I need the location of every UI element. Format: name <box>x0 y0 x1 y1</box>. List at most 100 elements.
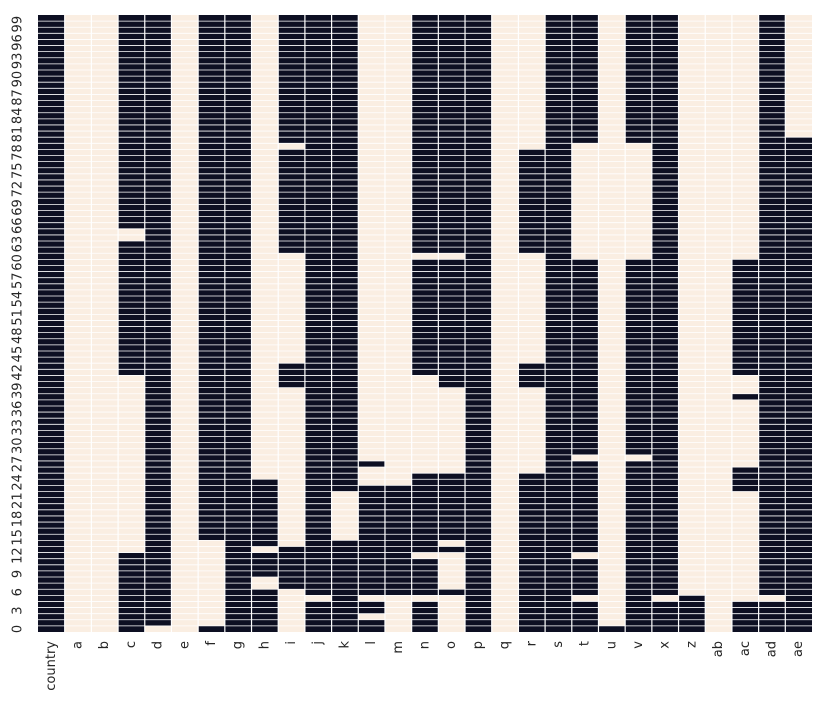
heatmap-cell <box>731 283 759 290</box>
heatmap-cell <box>224 27 252 34</box>
heatmap-cell <box>331 143 359 150</box>
x-tick-label: b <box>97 641 112 649</box>
heatmap-cell <box>304 589 332 596</box>
heatmap-cell <box>465 601 492 608</box>
heatmap-cell <box>651 570 679 578</box>
heatmap-cell <box>465 473 492 480</box>
heatmap-cell <box>251 479 279 486</box>
heatmap-cell <box>411 161 439 168</box>
y-tick-label: 66 <box>11 217 26 234</box>
heatmap-cell <box>465 619 492 626</box>
heatmap-cell <box>438 186 466 193</box>
heatmap-cell <box>545 607 572 614</box>
heatmap-cell <box>571 63 599 70</box>
heatmap-cell <box>545 118 572 125</box>
heatmap-cell <box>758 149 786 156</box>
heatmap-cell <box>278 27 305 34</box>
heatmap-cell <box>545 314 572 321</box>
heatmap-cell <box>118 552 145 559</box>
heatmap-cell <box>331 173 359 180</box>
heatmap-cell <box>785 302 812 309</box>
heatmap-cell <box>224 619 252 626</box>
heatmap-cell <box>118 289 145 297</box>
heatmap-cell <box>785 314 812 321</box>
heatmap-cell <box>144 265 172 272</box>
heatmap-cell <box>571 45 599 52</box>
heatmap-cell <box>224 234 252 242</box>
heatmap-cell <box>411 137 439 144</box>
heatmap-cell <box>411 564 439 571</box>
heatmap-cell <box>785 405 812 413</box>
heatmap-cell <box>278 167 305 174</box>
heatmap-cell <box>144 436 172 443</box>
heatmap-cell <box>331 540 359 547</box>
heatmap-cell <box>118 253 145 260</box>
heatmap-cell <box>304 479 332 486</box>
heatmap-cell <box>144 442 172 449</box>
heatmap-cell <box>278 228 305 235</box>
heatmap-cell <box>118 155 145 162</box>
heatmap-cell <box>545 234 572 242</box>
heatmap-cell <box>198 82 225 89</box>
heatmap-cell <box>118 100 145 107</box>
heatmap-cell <box>438 192 466 199</box>
heatmap-cell <box>651 412 679 419</box>
heatmap-cell <box>411 369 439 376</box>
heatmap-cell <box>411 625 439 632</box>
heatmap-cell <box>785 375 812 382</box>
heatmap-cell <box>465 143 492 150</box>
heatmap-cell <box>198 88 225 95</box>
heatmap-cell <box>358 546 385 553</box>
heatmap-cell <box>304 45 332 52</box>
heatmap-cell <box>785 228 812 235</box>
heatmap-cell <box>304 399 332 406</box>
heatmap-cell <box>411 503 439 510</box>
heatmap-cell <box>384 485 412 492</box>
heatmap-cell <box>331 442 359 449</box>
heatmap-cell <box>358 497 385 504</box>
heatmap-cell <box>144 515 172 523</box>
heatmap-cell <box>198 57 225 64</box>
heatmap-cell <box>545 112 572 119</box>
heatmap-cell <box>758 94 786 101</box>
heatmap-cell <box>571 302 599 309</box>
heatmap-cell <box>224 88 252 95</box>
heatmap-cell <box>731 289 759 297</box>
x-tick-label: k <box>337 641 352 649</box>
heatmap-cell <box>785 534 812 541</box>
heatmap-cell <box>731 473 759 480</box>
heatmap-cell <box>571 357 599 364</box>
heatmap-cell <box>224 515 252 523</box>
heatmap-cell <box>304 509 332 516</box>
heatmap-cell <box>465 320 492 327</box>
heatmap-cell <box>411 320 439 327</box>
heatmap-cell <box>545 357 572 364</box>
x-tick-label: ac <box>738 641 753 656</box>
y-tick-label: 39 <box>11 382 26 399</box>
heatmap-cell <box>304 51 332 58</box>
heatmap-cell <box>651 344 679 351</box>
heatmap-cell <box>731 625 759 632</box>
heatmap-cell <box>438 509 466 516</box>
heatmap-cell <box>144 118 172 125</box>
heatmap-cell <box>304 149 332 156</box>
heatmap-cell <box>331 51 359 58</box>
heatmap-cell <box>758 564 786 571</box>
heatmap-cell <box>758 320 786 327</box>
heatmap-cell <box>651 167 679 174</box>
heatmap-cell <box>545 393 572 400</box>
heatmap-cell <box>785 179 812 187</box>
heatmap-cell <box>198 412 225 419</box>
heatmap-cell <box>198 143 225 150</box>
heatmap-cell <box>545 222 572 229</box>
heatmap-cell <box>571 412 599 419</box>
x-tick-labels: country a b c d e f g h i j k l m n o p q r s t u v x z ab ac ad ae <box>44 640 806 690</box>
heatmap-cell <box>651 210 679 217</box>
heatmap-cell <box>518 515 546 523</box>
heatmap-cell <box>198 271 225 278</box>
heatmap-cell <box>144 57 172 64</box>
heatmap-cell <box>465 94 492 101</box>
heatmap-cell <box>571 15 599 22</box>
heatmap-cell <box>545 344 572 351</box>
heatmap-cell <box>785 283 812 290</box>
